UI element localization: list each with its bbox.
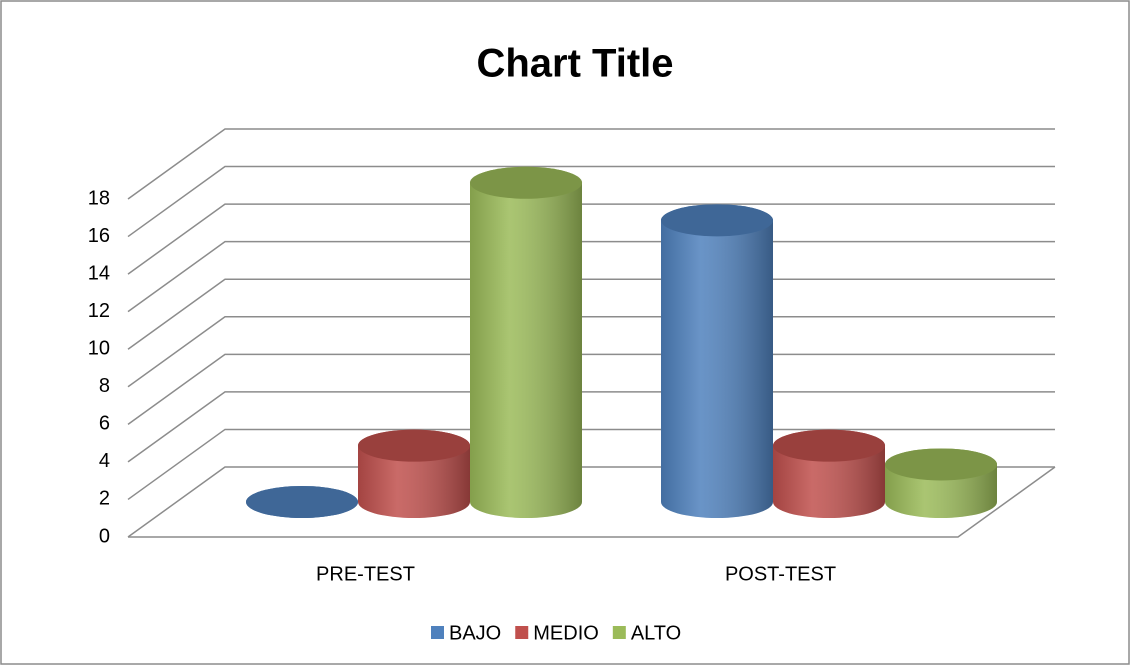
x-tick-label: PRE-TEST bbox=[316, 563, 415, 585]
bar-shade bbox=[661, 204, 773, 519]
y-tick-label: 18 bbox=[88, 187, 110, 209]
y-tick-label: 12 bbox=[88, 300, 110, 322]
bar-top bbox=[358, 429, 470, 462]
bar-top bbox=[885, 448, 997, 481]
y-tick-label: 4 bbox=[99, 450, 110, 472]
chart-title: Chart Title bbox=[476, 42, 673, 86]
grid-line bbox=[127, 240, 1055, 313]
x-tick-label: POST-TEST bbox=[725, 563, 836, 585]
grid-line bbox=[127, 128, 1055, 200]
y-tick-label: 8 bbox=[99, 375, 110, 397]
bar-top-shade bbox=[246, 486, 358, 518]
bar-top-shade bbox=[470, 166, 582, 199]
bar-top bbox=[246, 486, 358, 518]
y-tick-label: 16 bbox=[88, 225, 110, 247]
grid-line bbox=[127, 391, 1055, 463]
y-tick-label: 6 bbox=[99, 413, 110, 435]
bar-top bbox=[661, 204, 773, 237]
y-tick-label: 14 bbox=[88, 262, 110, 284]
bar-top bbox=[773, 429, 885, 462]
grid-line bbox=[127, 353, 1055, 425]
legend-swatch bbox=[515, 626, 529, 639]
legend-label: BAJO bbox=[449, 622, 501, 644]
bar-top-shade bbox=[885, 448, 997, 481]
y-tick-label: 0 bbox=[99, 525, 110, 547]
grid-line bbox=[127, 428, 1055, 501]
floor bbox=[128, 466, 1056, 538]
grid-line bbox=[127, 203, 1055, 275]
bar-top-shade bbox=[773, 429, 885, 462]
grid-line bbox=[127, 278, 1055, 350]
legend-label: MEDIO bbox=[533, 622, 599, 644]
y-tick-label: 2 bbox=[99, 488, 110, 510]
bar-top-shade bbox=[358, 429, 470, 462]
y-tick-label: 10 bbox=[88, 338, 110, 360]
legend-swatch bbox=[431, 626, 444, 639]
bar-shade bbox=[470, 166, 582, 518]
grid-line bbox=[127, 165, 1055, 238]
bar-top-shade bbox=[661, 204, 773, 237]
bar-top bbox=[470, 166, 582, 199]
legend-label: ALTO bbox=[631, 622, 681, 644]
legend-swatch bbox=[612, 626, 626, 639]
grid-line bbox=[127, 316, 1055, 388]
